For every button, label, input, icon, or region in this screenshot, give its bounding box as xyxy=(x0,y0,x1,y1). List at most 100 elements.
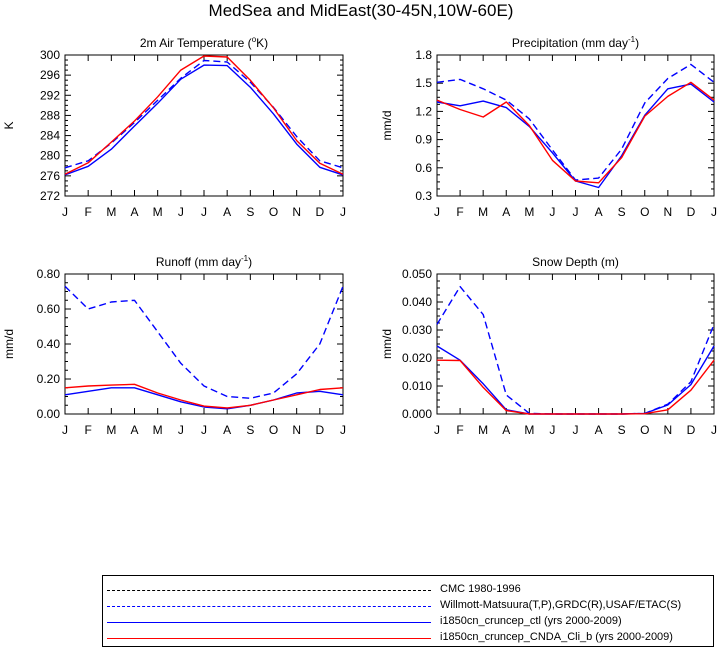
x-tick-label: F xyxy=(456,423,463,437)
panel-title-superscript: -1 xyxy=(628,35,636,44)
x-tick-label: A xyxy=(502,423,510,437)
x-tick-label: J xyxy=(340,423,346,437)
x-tick-label: M xyxy=(524,205,534,219)
legend-item-ctl: i1850cn_cruncep_ctl (yrs 2000-2009) xyxy=(103,615,715,631)
y-tick-label: 272 xyxy=(40,189,60,203)
x-tick-label: J xyxy=(711,205,717,219)
x-tick-label: J xyxy=(549,205,555,219)
panel-title-suffix: K) xyxy=(256,36,268,50)
x-tick-label: O xyxy=(269,205,278,219)
panel-title: Runoff (mm day-1) xyxy=(156,254,252,269)
y-tick-label: 288 xyxy=(40,108,60,122)
x-tick-label: M xyxy=(106,205,116,219)
legend-label: Willmott-Matsuura(T,P),GRDC(R),USAF/ETAC… xyxy=(440,599,682,611)
x-tick-label: S xyxy=(618,205,626,219)
y-tick-label: 0.000 xyxy=(402,407,432,421)
x-tick-label: J xyxy=(549,423,555,437)
x-tick-label: F xyxy=(456,205,463,219)
x-tick-label: S xyxy=(246,205,254,219)
y-tick-label: 284 xyxy=(40,129,60,143)
x-tick-label: J xyxy=(62,423,68,437)
y-tick-label: 0.050 xyxy=(402,267,432,281)
panel-title-suffix: ) xyxy=(635,36,639,50)
plots-canvas: 2m Air Temperature (oK) K 272 276 280 284 288 2… xyxy=(2,35,717,437)
y-axis-label: mm/d xyxy=(380,329,394,359)
legend-swatch-red-solid xyxy=(107,638,431,639)
y-tick-label: 0.80 xyxy=(37,267,61,281)
x-tick-label: J xyxy=(573,205,579,219)
y-axis-label: mm/d xyxy=(380,111,394,141)
x-tick-label: J xyxy=(711,423,717,437)
series-line-2 xyxy=(64,383,344,409)
y-tick-label: 0.010 xyxy=(402,379,432,393)
panel-title: 2m Air Temperature (oK) xyxy=(140,35,268,50)
series-line-2 xyxy=(436,359,715,415)
y-tick-label: 0.3 xyxy=(415,189,432,203)
series-line-1 xyxy=(436,345,715,415)
x-tick-label: A xyxy=(595,205,603,219)
legend-swatch-blue-solid xyxy=(107,622,431,623)
panel-title-superscript: o xyxy=(252,35,257,44)
x-tick-label: A xyxy=(595,423,603,437)
y-tick-label: 296 xyxy=(40,68,60,82)
y-tick-label: 0.6 xyxy=(415,161,432,175)
y-axis-label: mm/d xyxy=(2,329,16,359)
x-tick-label: D xyxy=(315,205,324,219)
legend-label: CMC 1980-1996 xyxy=(440,583,521,595)
chart-panel-1: Precipitation (mm day-1) mm/d 0.3 0.6 0.9 1.2… xyxy=(380,35,717,219)
panel-title-suffix: ) xyxy=(248,255,252,269)
x-tick-label: J xyxy=(201,205,207,219)
series-line-1 xyxy=(64,64,344,176)
x-tick-label: A xyxy=(130,205,138,219)
x-tick-label: S xyxy=(246,423,254,437)
legend-label: i1850cn_cruncep_CNDA_Cli_b (yrs 2000-200… xyxy=(440,631,673,643)
panel-title: Precipitation (mm day-1) xyxy=(512,35,639,50)
y-tick-label: 1.5 xyxy=(415,76,432,90)
y-tick-label: 0.00 xyxy=(37,407,61,421)
y-tick-label: 0.030 xyxy=(402,323,432,337)
x-tick-label: D xyxy=(315,423,324,437)
x-tick-label: A xyxy=(223,205,231,219)
series-line-2 xyxy=(64,55,344,175)
legend-item-willmott: Willmott-Matsuura(T,P),GRDC(R),USAF/ETAC… xyxy=(103,599,715,615)
legend-item-cmc: CMC 1980-1996 xyxy=(103,583,715,599)
panel-title: Snow Depth (m) xyxy=(532,255,619,269)
y-axis-label: K xyxy=(2,121,16,129)
y-tick-label: 1.8 xyxy=(415,48,432,62)
x-tick-label: J xyxy=(62,205,68,219)
x-tick-label: O xyxy=(269,423,278,437)
x-tick-label: J xyxy=(573,423,579,437)
series-line-2 xyxy=(436,81,715,184)
x-tick-label: M xyxy=(153,423,163,437)
x-tick-label: J xyxy=(434,423,440,437)
y-tick-label: 0.020 xyxy=(402,351,432,365)
series-line-0 xyxy=(436,63,715,181)
plot-frame xyxy=(436,273,715,415)
series-line-0 xyxy=(436,285,715,415)
x-tick-label: M xyxy=(478,423,488,437)
x-tick-label: F xyxy=(84,205,91,219)
x-tick-label: A xyxy=(502,205,510,219)
y-tick-label: 0.20 xyxy=(37,372,61,386)
x-tick-label: M xyxy=(106,423,116,437)
legend-swatch-black-dashed xyxy=(107,590,431,591)
series-line-1 xyxy=(64,387,344,410)
x-tick-label: D xyxy=(687,205,696,219)
y-tick-label: 0.040 xyxy=(402,295,432,309)
x-tick-label: M xyxy=(478,205,488,219)
plot-frame xyxy=(64,54,344,197)
legend: CMC 1980-1996 Willmott-Matsuura(T,P),GRD… xyxy=(102,575,714,647)
x-tick-label: J xyxy=(340,205,346,219)
legend-label: i1850cn_cruncep_ctl (yrs 2000-2009) xyxy=(440,615,622,627)
x-tick-label: O xyxy=(640,423,649,437)
x-tick-label: O xyxy=(640,205,649,219)
series-line-1 xyxy=(436,83,715,189)
x-tick-label: J xyxy=(201,423,207,437)
legend-swatch-blue-dashed xyxy=(107,606,431,607)
x-tick-label: A xyxy=(130,423,138,437)
x-tick-label: N xyxy=(663,423,672,437)
x-tick-label: A xyxy=(223,423,231,437)
y-tick-label: 276 xyxy=(40,169,60,183)
y-tick-label: 0.9 xyxy=(415,133,432,147)
